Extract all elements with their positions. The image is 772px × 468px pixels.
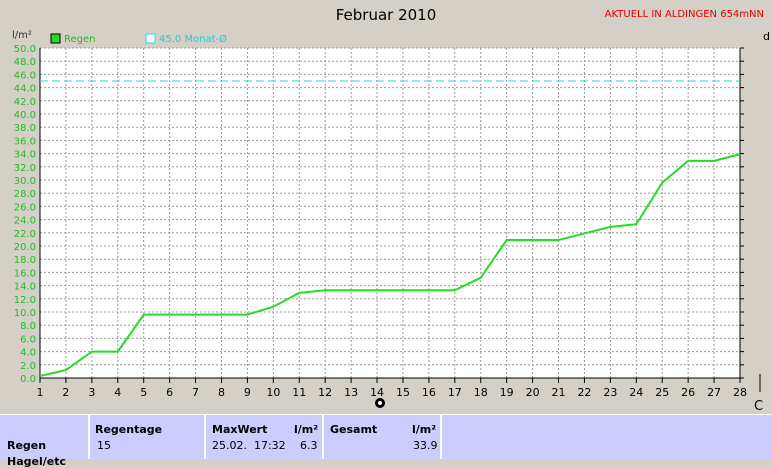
y-axis-label: l/m²: [12, 30, 32, 41]
maxwert-label: MaxWert: [212, 423, 268, 436]
y-tick-label: 38.0: [14, 123, 36, 134]
gesamt-value: 33.9: [413, 439, 438, 452]
y-tick-label: 34.0: [14, 150, 36, 161]
x-tick-label: 27: [707, 386, 721, 399]
x-tick-label: 22: [577, 386, 591, 399]
chart-title: Februar 2010: [335, 6, 437, 24]
x-tick-label: 16: [422, 386, 436, 399]
x-tick-label: 18: [474, 386, 488, 399]
y-tick-label: 20.0: [14, 242, 36, 253]
y-tick-label: 42.0: [14, 97, 36, 108]
x-tick-label: 17: [448, 386, 462, 399]
x-tick-label: 28: [733, 386, 747, 399]
today-marker-inner: [378, 401, 382, 405]
x-tick-label: 2: [62, 386, 69, 399]
x-tick-label: 24: [629, 386, 643, 399]
y-tick-label: 22.0: [14, 229, 36, 240]
x-tick-label: 5: [140, 386, 147, 399]
maxwert-cell: MaxWert l/m² 25.02. 17:32 6.3: [206, 415, 324, 459]
y-tick-label: 18.0: [14, 255, 36, 266]
x-tick-label: 10: [266, 386, 280, 399]
x-tick-label: 9: [244, 386, 251, 399]
x-tick-label: 20: [526, 386, 540, 399]
y-tick-label: 26.0: [14, 202, 36, 213]
x-tick-label: 21: [552, 386, 566, 399]
x-tick-label: 15: [396, 386, 410, 399]
x-tick-label: 26: [681, 386, 695, 399]
rain-chart: 0.0 2.0 4.0 6.0 8.0 10.0 12.0 14.0 16.0 18.0 20.0 2…: [12, 30, 770, 414]
series-line-regen: [39, 153, 741, 377]
legend-label-regen: Regen: [64, 34, 96, 45]
stats-row-label: Regen: [7, 439, 47, 452]
y-tick-label: 0.0: [20, 374, 36, 385]
stats-bar: Regen Hagel/etc Regentage 15 MaxWert l/m…: [0, 414, 772, 468]
x-tick-label: 3: [88, 386, 95, 399]
maxwert-unit: l/m²: [294, 423, 319, 436]
y-tick-label: 50.0: [14, 44, 36, 55]
y-tick-label: 40.0: [14, 110, 36, 121]
y-tick-label: 32.0: [14, 163, 36, 174]
x-tick-label: 1: [37, 386, 44, 399]
legend: Regen 45.0 Monat-Ø: [50, 33, 227, 45]
stats-label-cell: Regen Hagel/etc: [0, 415, 90, 468]
y-tick-label: 10.0: [14, 308, 36, 319]
legend-swatch-regen: [50, 33, 61, 44]
stats-row-label2: Hagel/etc: [7, 455, 66, 468]
legend-label-average: 45.0 Monat-Ø: [159, 33, 227, 45]
y-tick-label: 8.0: [20, 321, 36, 332]
y-tick-label: 44.0: [14, 84, 36, 95]
regentage-value: 15: [97, 439, 111, 452]
y-tick-label: 36.0: [14, 136, 36, 147]
x-tick-label: 8: [218, 386, 225, 399]
x-tick-label: 6: [166, 386, 173, 399]
x-tick-label: 19: [500, 386, 514, 399]
y-tick-label: 28.0: [14, 189, 36, 200]
maxwert-time: 25.02. 17:32: [212, 439, 286, 452]
maxwert-value: 6.3: [300, 439, 318, 452]
series-layer: [39, 153, 741, 377]
gesamt-cell: Gesamt l/m² 33.9: [324, 415, 442, 459]
x-tick-label: 4: [114, 386, 121, 399]
y-tick-label: 14.0: [14, 282, 36, 293]
x-tick-label: 13: [344, 386, 358, 399]
stats-empty-cell: [442, 415, 772, 459]
y-tick-label: 48.0: [14, 57, 36, 68]
regentage-label: Regentage: [95, 423, 163, 436]
x-axis: 1 2 3 4 5 6 7 8 9 10 11 12 13 14 15 16 17 18 19 20 21 22 23 24 2…: [37, 48, 747, 399]
x-tick-label: 12: [318, 386, 332, 399]
right-label-top: d: [763, 30, 770, 43]
gesamt-unit: l/m²: [412, 423, 437, 436]
y-tick-label: 30.0: [14, 176, 36, 187]
y-axis: 0.0 2.0 4.0 6.0 8.0 10.0 12.0 14.0 16.0 18.0 20.0 2…: [14, 44, 744, 385]
y-tick-label: 24.0: [14, 216, 36, 227]
plot-area: [40, 48, 740, 378]
x-tick-label: 25: [655, 386, 669, 399]
gesamt-label: Gesamt: [330, 423, 378, 436]
y-tick-label: 46.0: [14, 70, 36, 81]
regentage-cell: Regentage 15: [90, 415, 206, 459]
right-label-bottom: C: [754, 399, 763, 414]
x-tick-label: 14: [370, 386, 384, 399]
x-tick-label: 11: [292, 386, 306, 399]
y-tick-label: 4.0: [20, 348, 36, 359]
grid: [40, 47, 740, 378]
x-tick-label: 7: [192, 386, 199, 399]
y-tick-label: 16.0: [14, 268, 36, 279]
legend-swatch-average: [145, 33, 156, 44]
y-tick-label: 6.0: [20, 334, 36, 345]
y-tick-label: 12.0: [14, 295, 36, 306]
x-tick-label: 23: [603, 386, 617, 399]
y-tick-label: 2.0: [20, 361, 36, 372]
station-subtitle: AKTUELL IN ALDINGEN 654mNN: [604, 9, 764, 20]
